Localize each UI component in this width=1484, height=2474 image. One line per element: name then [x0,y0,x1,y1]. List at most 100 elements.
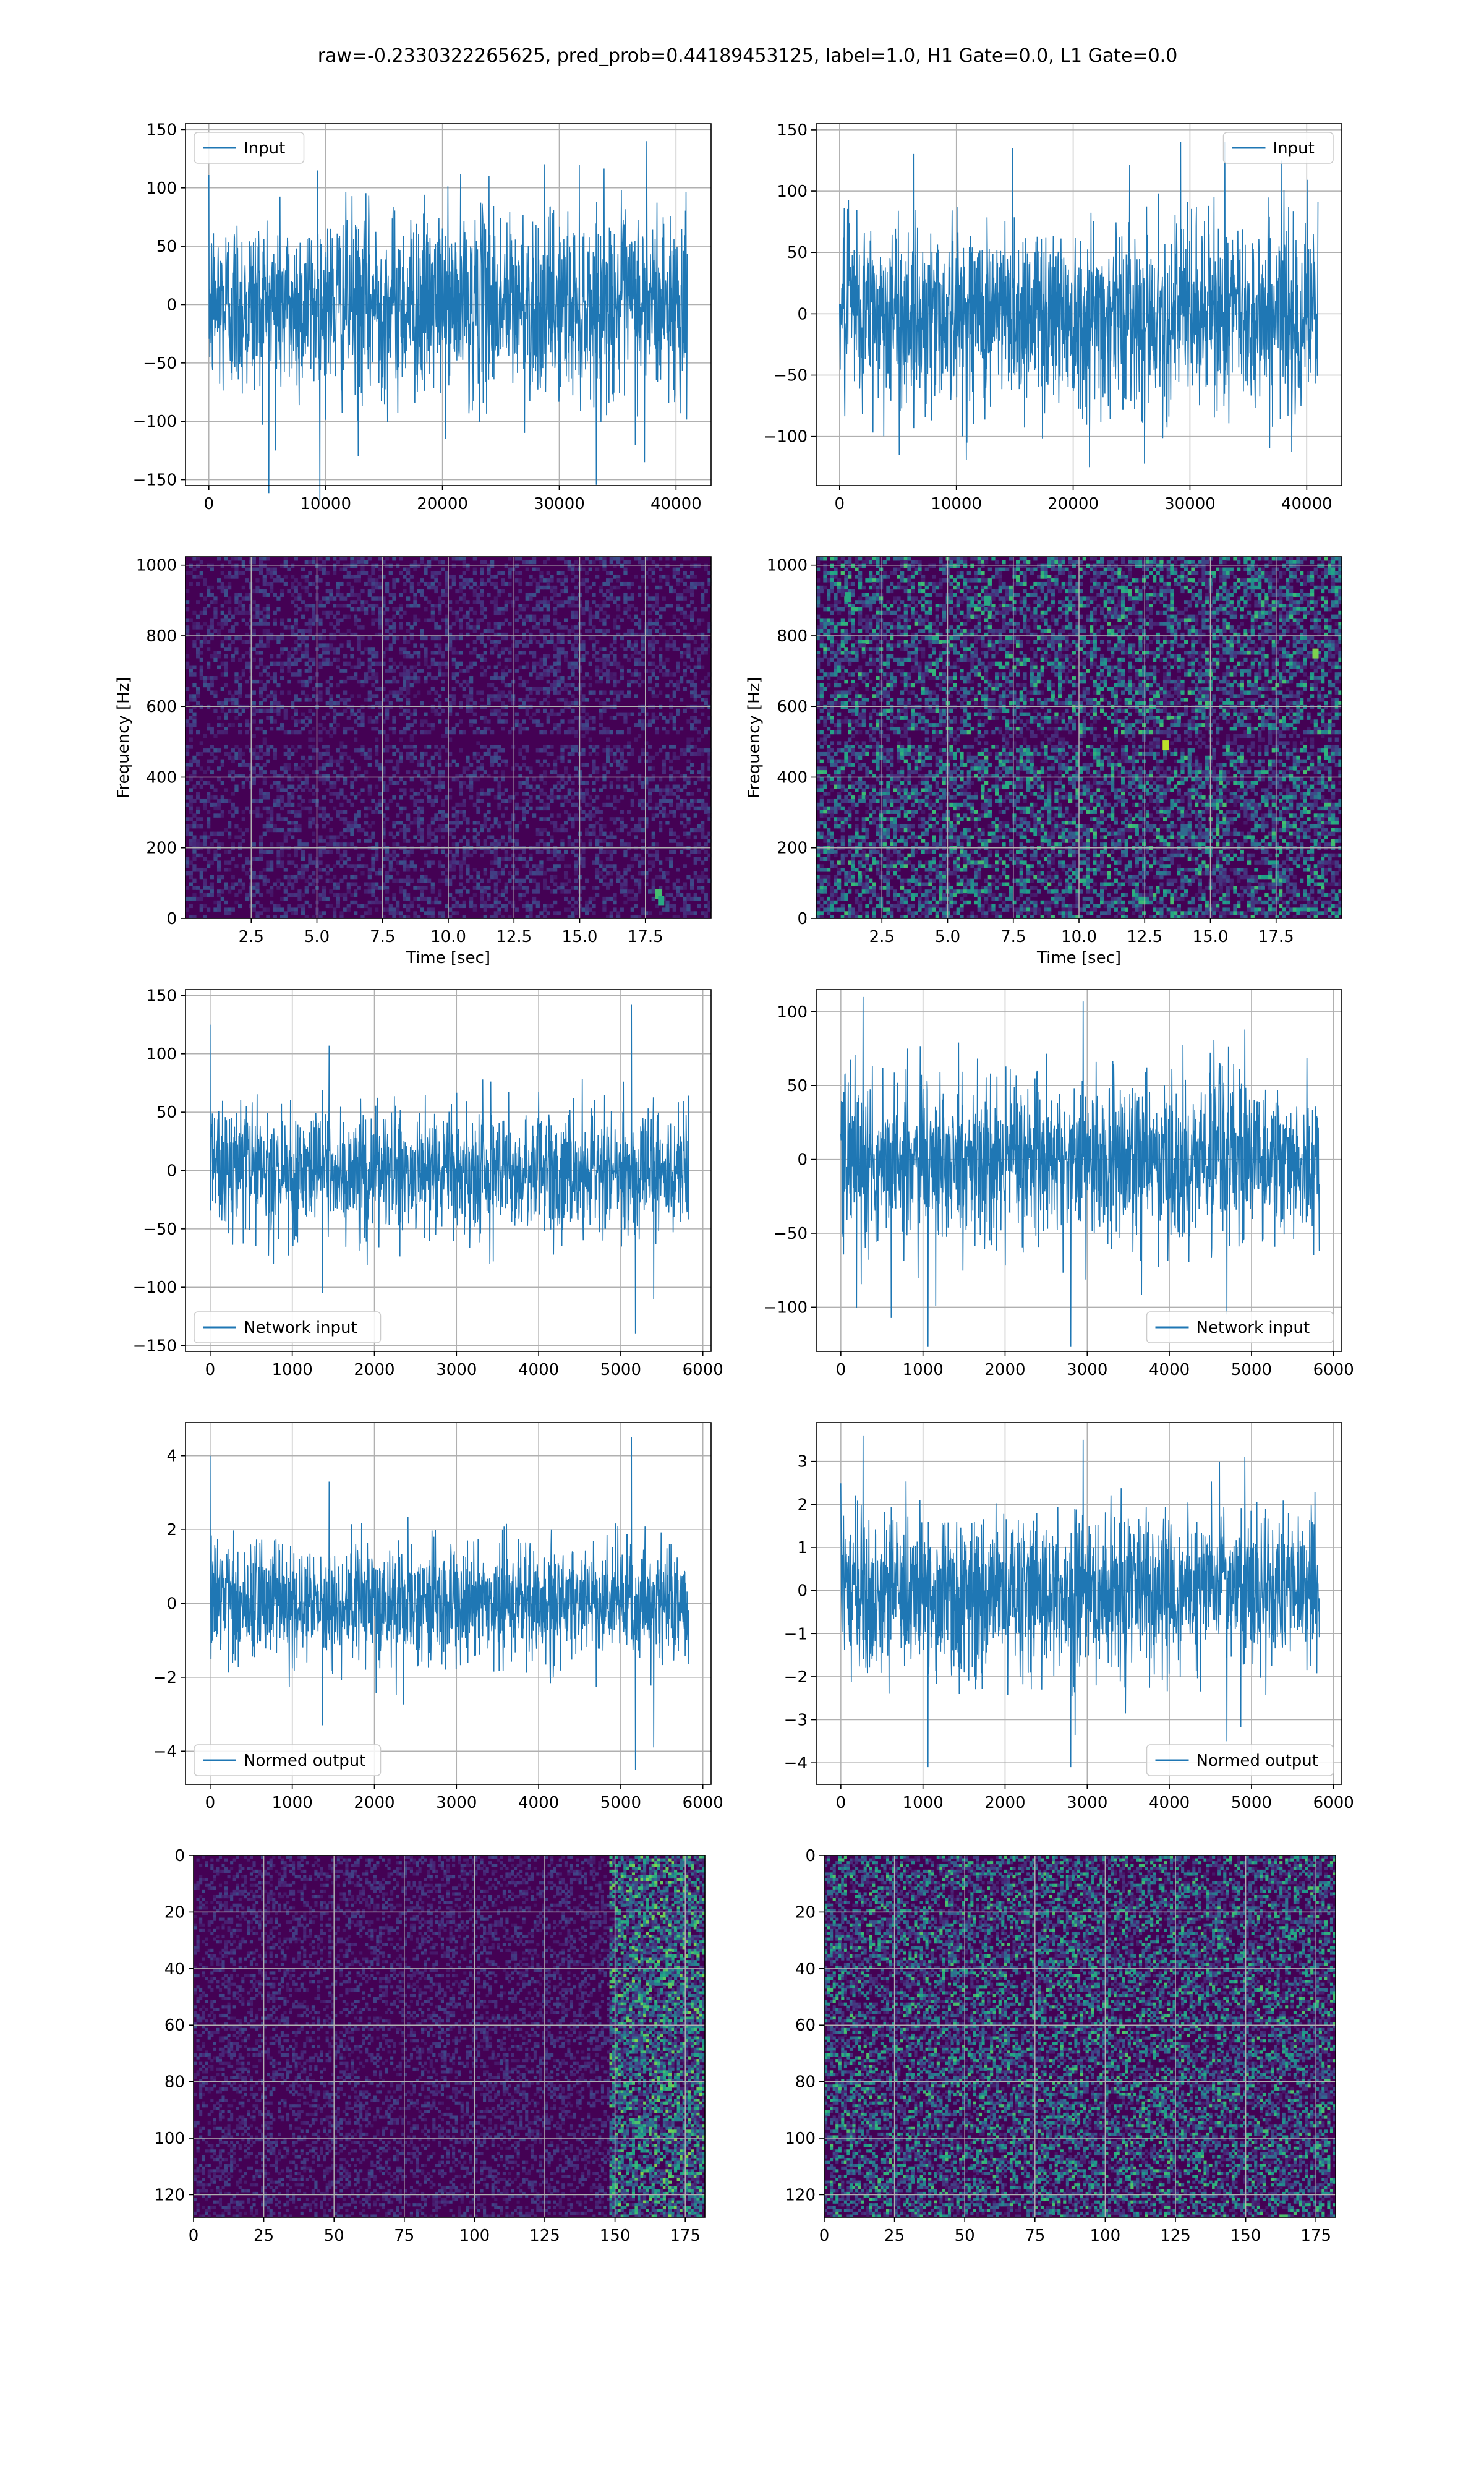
heatmap-cell [505,705,508,709]
heatmap-cell [610,578,613,582]
heatmap-cell [431,557,435,560]
heatmap-cell [704,564,708,568]
heatmap-cell [200,705,203,709]
heatmap-cell [192,886,196,889]
heatmap-cell [665,672,669,676]
heatmap-cell [452,760,456,763]
heatmap-cell [536,850,540,854]
heatmap-cell [399,807,403,810]
heatmap-cell [581,850,585,854]
heatmap-cell [515,839,519,842]
heatmap-cell [287,654,291,658]
heatmap-cell [448,788,452,792]
heatmap-cell [339,803,343,807]
heatmap-cell [690,850,694,854]
heatmap-cell [276,864,280,868]
heatmap-cell [360,683,364,687]
heatmap-cell [350,557,354,560]
heatmap-cell [676,770,680,774]
heatmap-cell [448,883,452,886]
heatmap-cell [547,795,550,799]
heatmap-cell [665,694,669,698]
heatmap-cell [196,625,200,629]
heatmap-cell [564,810,568,814]
heatmap-cell [371,622,375,625]
heatmap-cell [385,629,389,633]
heatmap-cell [620,766,624,770]
heatmap-cell [217,854,221,857]
heatmap-cell [186,860,189,864]
heatmap-cell [557,698,561,701]
heatmap-cell [553,622,557,625]
heatmap-cell [476,832,480,836]
heatmap-cell [452,622,456,625]
heatmap-cell [410,713,414,716]
heatmap-cell [613,640,616,644]
heatmap-cell [326,821,330,824]
heatmap-cell [610,763,613,766]
heatmap-cell [602,727,606,730]
heatmap-cell [568,799,571,803]
heatmap-cell [308,745,312,748]
heatmap-cell [284,713,288,716]
heatmap-cell [217,622,221,625]
heatmap-cell [616,770,620,774]
heatmap-cell [511,766,515,770]
heatmap-cell [364,821,368,824]
heatmap-cell [704,835,708,839]
y-tick-label: −50 [774,367,808,385]
heatmap-cell [368,575,372,578]
heatmap-cell [280,795,284,799]
heatmap-cell [581,817,585,821]
heatmap-cell [434,713,438,716]
heatmap-cell [196,564,200,568]
heatmap-cell [242,760,245,763]
heatmap-cell [641,828,645,832]
heatmap-cell [568,666,571,669]
heatmap-cell [648,756,652,760]
heatmap-cell [284,662,288,666]
heatmap-cell [305,604,309,607]
heatmap-cell [553,669,557,672]
heatmap-cell [589,716,592,719]
x-tick-label: 0 [835,495,845,513]
heatmap-cell [589,839,592,842]
heatmap-cell [459,730,463,734]
heatmap-cell [557,683,561,687]
heatmap-cell [431,611,435,615]
heatmap-cell [413,568,417,571]
heatmap-cell [192,557,196,560]
heatmap-cell [413,810,417,814]
heatmap-cell [592,763,595,766]
heatmap-cell [501,727,505,730]
heatmap-cell [581,578,585,582]
heatmap-cell [676,683,680,687]
heatmap-cell [389,864,393,868]
heatmap-cell [329,879,333,883]
heatmap-cell [368,868,372,871]
heatmap-cell [595,795,599,799]
heatmap-cell [276,813,280,817]
heatmap-cell [228,560,231,564]
heatmap-cell [276,596,280,600]
heatmap-cell [403,824,406,828]
heatmap-cell [690,770,694,774]
heatmap-cell [287,828,291,832]
heatmap-cell [616,713,620,716]
heatmap-cell [616,777,620,781]
heatmap-cell [680,850,683,854]
heatmap-cell [231,564,235,568]
heatmap-cell [560,839,564,842]
heatmap-cell [497,860,501,864]
heatmap-cell [627,690,631,694]
heatmap-cell [680,596,683,600]
heatmap-cell [550,596,553,600]
heatmap-cell [466,701,469,705]
heatmap-cell [234,752,238,756]
heatmap-cell [536,676,540,680]
heatmap-cell [599,850,603,854]
heatmap-cell [189,839,193,842]
heatmap-cell [553,607,557,611]
heatmap-cell [200,625,203,629]
heatmap-cell [203,640,207,644]
